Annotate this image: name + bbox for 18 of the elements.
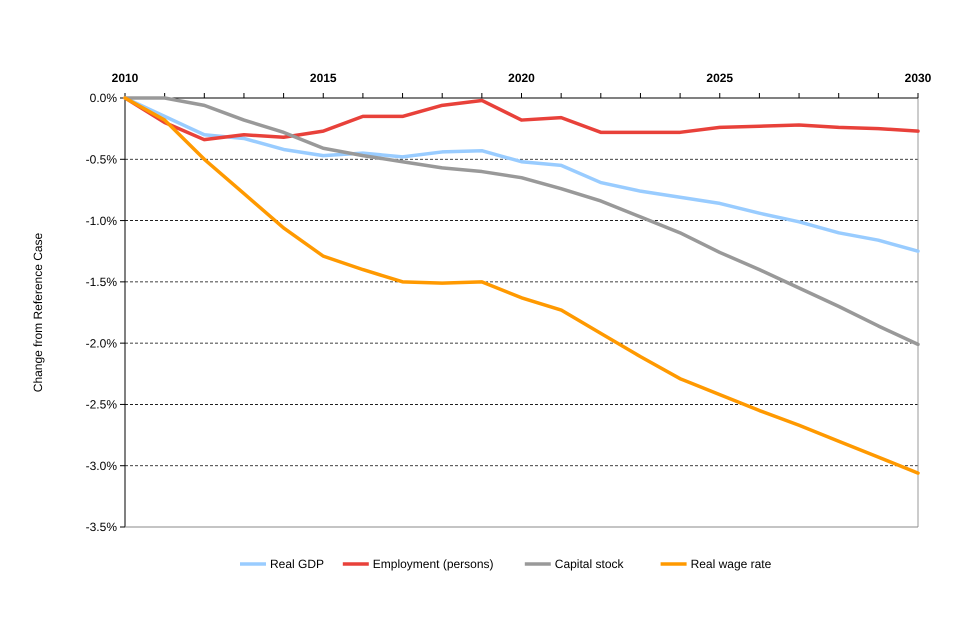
y-tick-label: -2.5% bbox=[86, 398, 118, 412]
y-tick-label: -3.0% bbox=[86, 458, 118, 473]
x-tick-label: 2030 bbox=[904, 71, 932, 85]
x-tick-label: 2020 bbox=[508, 71, 536, 85]
y-axis-title: Change from Reference Case bbox=[31, 232, 45, 392]
y-tick-label: -1.5% bbox=[86, 275, 118, 290]
legend-label: Capital stock bbox=[554, 557, 624, 572]
x-tick-label: 2015 bbox=[310, 71, 337, 85]
y-tick-label: 0.0% bbox=[90, 91, 118, 106]
y-tick-label: -3.5% bbox=[86, 520, 118, 534]
y-tick-label: -0.5% bbox=[86, 152, 118, 166]
y-tick-label: -2.0% bbox=[86, 336, 118, 350]
x-tick-label: 2025 bbox=[706, 71, 734, 85]
y-tick-label: -1.0% bbox=[86, 214, 118, 228]
legend-label: Employment (persons) bbox=[372, 557, 494, 572]
legend-label: Real GDP bbox=[270, 557, 324, 572]
x-tick-label: 2010 bbox=[112, 71, 139, 85]
legend-label: Real wage rate bbox=[690, 557, 772, 572]
